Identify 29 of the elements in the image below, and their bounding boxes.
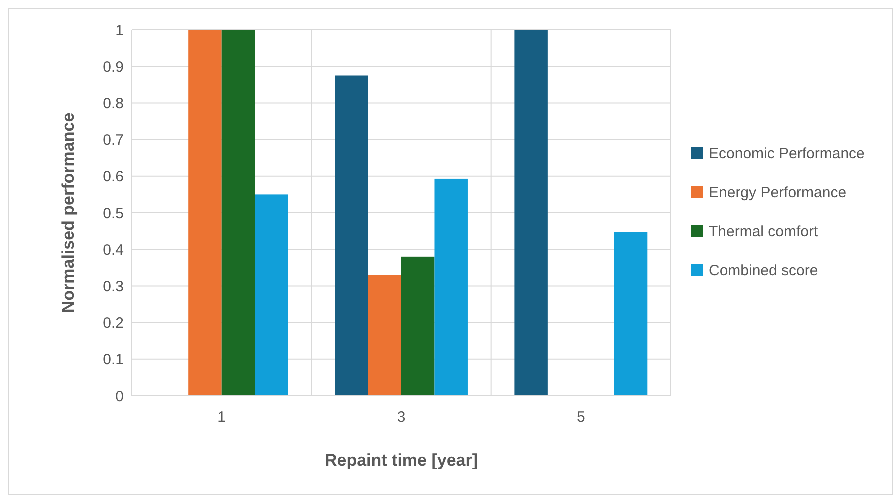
y-tick-label: 0.6 bbox=[103, 168, 124, 186]
x-tick-label: 5 bbox=[576, 409, 586, 426]
x-tick-label: 3 bbox=[397, 409, 406, 426]
y-tick-label: 0 bbox=[116, 388, 124, 406]
bar bbox=[368, 275, 402, 396]
legend-label: Economic Performance bbox=[709, 145, 865, 162]
y-tick-label: 0.4 bbox=[103, 242, 124, 259]
x-axis-title: Repaint time [year] bbox=[324, 451, 478, 470]
y-axis-title: Normalised performance bbox=[59, 112, 78, 314]
bar bbox=[255, 194, 288, 396]
legend-label: Combined score bbox=[709, 262, 818, 280]
y-tick-label: 0.7 bbox=[103, 132, 124, 150]
bar bbox=[188, 30, 222, 396]
bar bbox=[514, 30, 548, 396]
x-tick-label: 1 bbox=[218, 409, 226, 426]
y-tick-label: 0.1 bbox=[103, 352, 124, 369]
bar bbox=[614, 232, 648, 396]
legend-label: Thermal comfort bbox=[709, 223, 820, 240]
bar bbox=[222, 30, 256, 396]
bar bbox=[335, 76, 368, 396]
bar bbox=[402, 256, 435, 396]
y-tick-label: 1 bbox=[116, 22, 124, 40]
bar bbox=[434, 178, 468, 396]
y-tick-label: 0.8 bbox=[103, 95, 124, 112]
legend-label: Energy Performance bbox=[709, 184, 847, 202]
y-tick-label: 0.2 bbox=[103, 315, 124, 332]
y-tick-label: 0.9 bbox=[103, 58, 124, 76]
y-tick-label: 0.5 bbox=[103, 205, 124, 222]
y-tick-label: 0.3 bbox=[103, 278, 124, 296]
